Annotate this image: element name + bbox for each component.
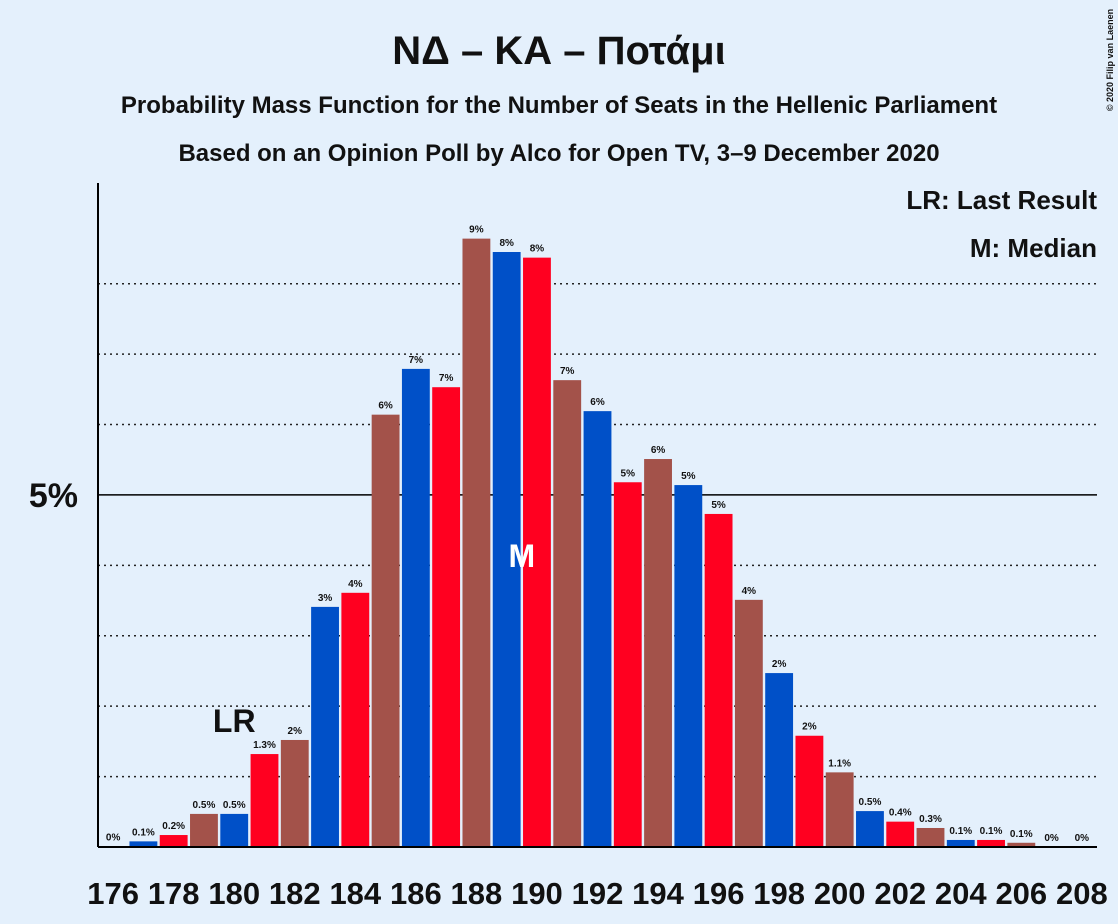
legend-entry: M: Median <box>970 233 1097 263</box>
value-label: 1.1% <box>828 758 851 769</box>
bar <box>704 513 733 847</box>
value-label: 0.5% <box>859 797 882 808</box>
value-label: 7% <box>409 355 424 366</box>
x-tick-label: 176 <box>87 876 139 911</box>
value-label: 0.3% <box>919 814 942 825</box>
value-label: 0.5% <box>193 800 216 811</box>
value-label: 7% <box>439 373 454 384</box>
bar <box>734 599 763 847</box>
bar <box>856 811 884 847</box>
value-label: 2% <box>802 722 817 733</box>
value-label: 4% <box>348 579 363 590</box>
value-label: 0.1% <box>949 826 972 837</box>
bar <box>553 380 582 847</box>
bar <box>916 827 945 847</box>
y-tick-label: 5% <box>29 477 78 515</box>
value-label: 0.4% <box>889 808 912 819</box>
bar <box>583 411 612 847</box>
value-label: 0% <box>106 832 121 843</box>
value-label: 0% <box>1075 833 1090 844</box>
value-label: 2% <box>772 659 787 670</box>
x-tick-label: 208 <box>1056 876 1108 911</box>
bar <box>311 606 339 847</box>
x-tick-label: 178 <box>148 876 200 911</box>
x-tick-label: 186 <box>390 876 442 911</box>
bar <box>613 482 642 847</box>
value-label: 7% <box>560 366 575 377</box>
bar <box>341 592 370 847</box>
bar <box>220 813 249 847</box>
bar <box>250 754 279 847</box>
x-tick-label: 180 <box>208 876 260 911</box>
x-tick-label: 188 <box>451 876 503 911</box>
bar <box>674 485 703 847</box>
x-tick-label: 182 <box>269 876 321 911</box>
value-label: 0.2% <box>162 821 185 832</box>
x-tick-label: 190 <box>511 876 563 911</box>
x-tick-label: 196 <box>693 876 745 911</box>
value-label: 6% <box>378 401 393 412</box>
x-tick-label: 204 <box>935 876 987 911</box>
bar <box>129 841 158 847</box>
annotation: M <box>508 538 535 574</box>
bar <box>825 772 854 847</box>
legend-entry: LR: Last Result <box>906 185 1097 215</box>
value-label: 0% <box>1044 833 1059 844</box>
bar <box>159 835 188 847</box>
bar <box>977 839 1005 847</box>
annotation: LR <box>213 703 256 739</box>
bar <box>765 673 794 847</box>
value-label: 8% <box>530 244 545 255</box>
bar <box>280 739 309 847</box>
value-label: 0.1% <box>132 827 155 838</box>
value-label: 5% <box>681 471 696 482</box>
x-tick-label: 206 <box>995 876 1047 911</box>
value-label: 6% <box>590 397 605 408</box>
value-label: 0.5% <box>223 800 246 811</box>
x-tick-label: 202 <box>874 876 926 911</box>
value-label: 1.3% <box>253 740 276 751</box>
bar <box>795 735 824 847</box>
bar <box>190 813 218 847</box>
bar <box>432 387 461 847</box>
x-tick-label: 194 <box>632 876 684 911</box>
value-label: 0.1% <box>980 826 1003 837</box>
bar <box>644 459 672 847</box>
chart-title: ΝΔ – ΚΑ – Ποτάμι <box>392 29 725 73</box>
x-tick-label: 198 <box>753 876 805 911</box>
value-label: 8% <box>499 238 514 249</box>
value-label: 5% <box>711 500 726 511</box>
value-label: 0.1% <box>1010 829 1033 840</box>
bar <box>462 238 491 848</box>
chart-subtitle: Based on an Opinion Poll by Alco for Ope… <box>178 140 939 167</box>
bar <box>1007 842 1036 847</box>
x-tick-label: 192 <box>572 876 624 911</box>
bar <box>886 821 915 847</box>
value-label: 9% <box>469 225 484 236</box>
bar <box>523 257 551 847</box>
value-label: 3% <box>318 593 333 604</box>
bar <box>946 839 975 847</box>
bar <box>371 414 400 847</box>
value-label: 6% <box>651 445 666 456</box>
value-label: 2% <box>288 726 303 737</box>
x-tick-label: 184 <box>329 876 381 911</box>
copyright: © 2020 Filip van Laenen <box>1105 9 1115 111</box>
x-tick-label: 200 <box>814 876 866 911</box>
bar <box>492 252 521 847</box>
value-label: 5% <box>621 468 636 479</box>
bar <box>401 368 430 847</box>
value-label: 4% <box>742 586 757 597</box>
chart-subtitle: Probability Mass Function for the Number… <box>121 92 997 119</box>
